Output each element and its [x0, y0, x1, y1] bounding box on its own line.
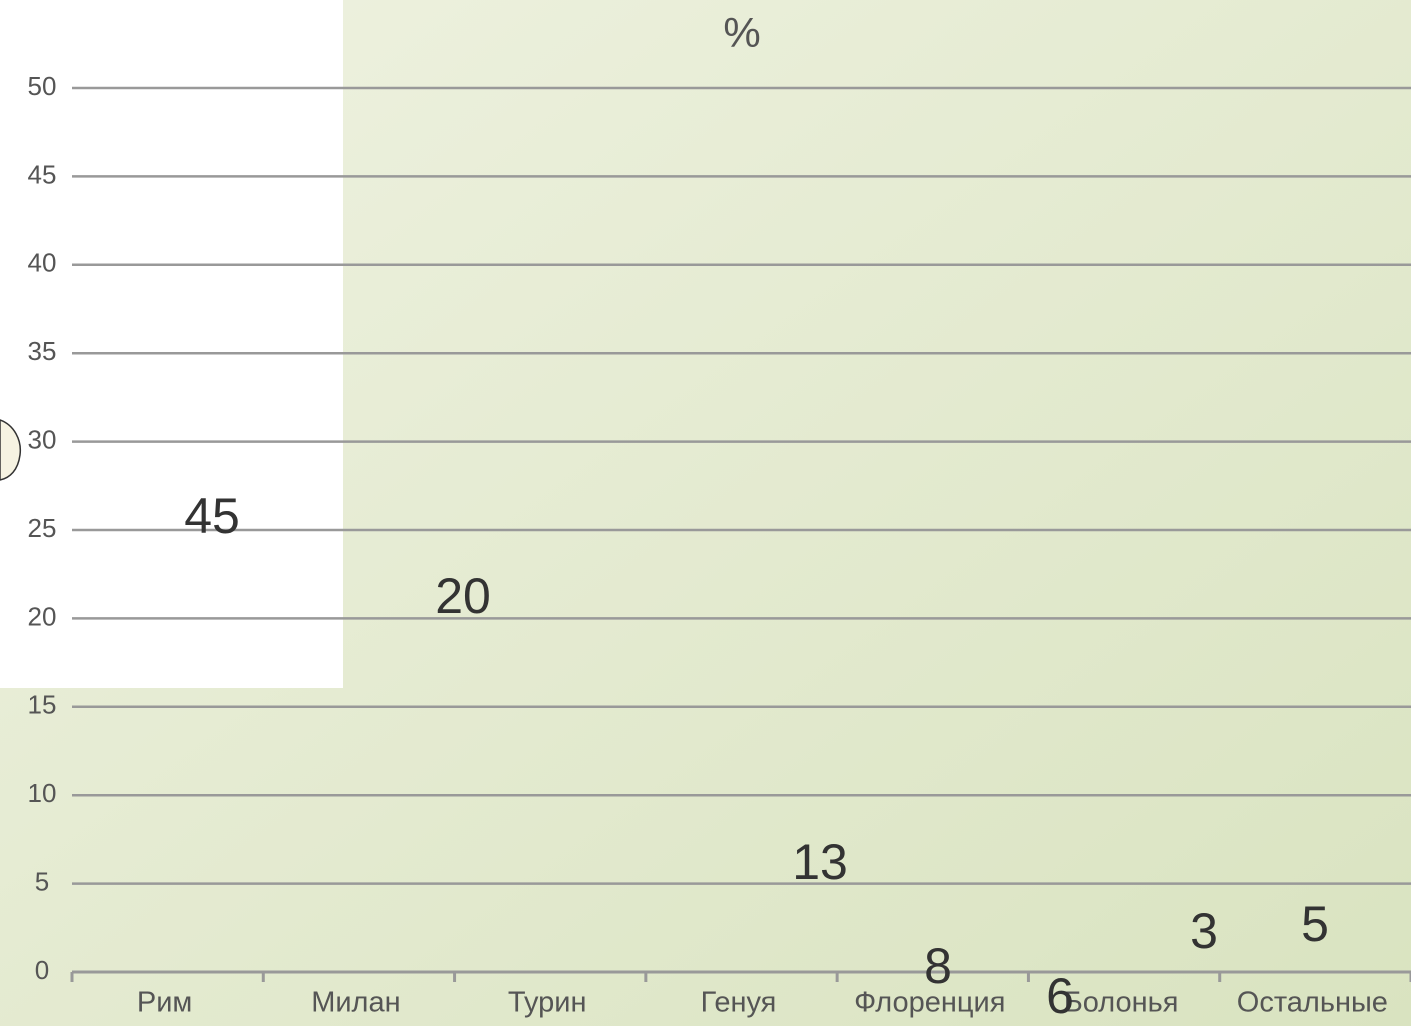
x-tick-label: Турин: [508, 987, 587, 1019]
y-tick-label: 45: [28, 159, 57, 189]
y-tick-label: 40: [28, 248, 57, 278]
data-label: 13: [792, 834, 848, 890]
data-label: 5: [1301, 896, 1329, 952]
y-tick-label: 35: [28, 336, 57, 366]
data-label: 6: [1046, 968, 1074, 1024]
clip-shape: [0, 419, 22, 481]
x-tick-label: Милан: [311, 987, 400, 1019]
y-tick-label: 30: [28, 424, 57, 454]
chart-title: %: [723, 9, 760, 56]
y-tick-label: 50: [28, 71, 57, 101]
data-label: 45: [184, 488, 240, 544]
data-label: 8: [924, 938, 952, 994]
x-tick-label: Болонья: [1064, 987, 1179, 1019]
y-tick-label: 25: [28, 513, 57, 543]
y-tick-label: 5: [35, 866, 49, 896]
x-tick-label: Остальные: [1237, 987, 1388, 1019]
x-tick-label: Генуя: [701, 987, 777, 1019]
y-tick-label: 10: [28, 778, 57, 808]
y-tick-label: 20: [28, 601, 57, 631]
data-label: 3: [1190, 903, 1218, 959]
y-tick-label: 15: [28, 690, 57, 720]
x-tick-label: Рим: [137, 987, 192, 1019]
x-tick-label: Флоренция: [854, 987, 1005, 1019]
y-tick-label: 0: [35, 955, 49, 985]
data-label: 20: [435, 568, 491, 624]
white-panel: [0, 0, 343, 688]
